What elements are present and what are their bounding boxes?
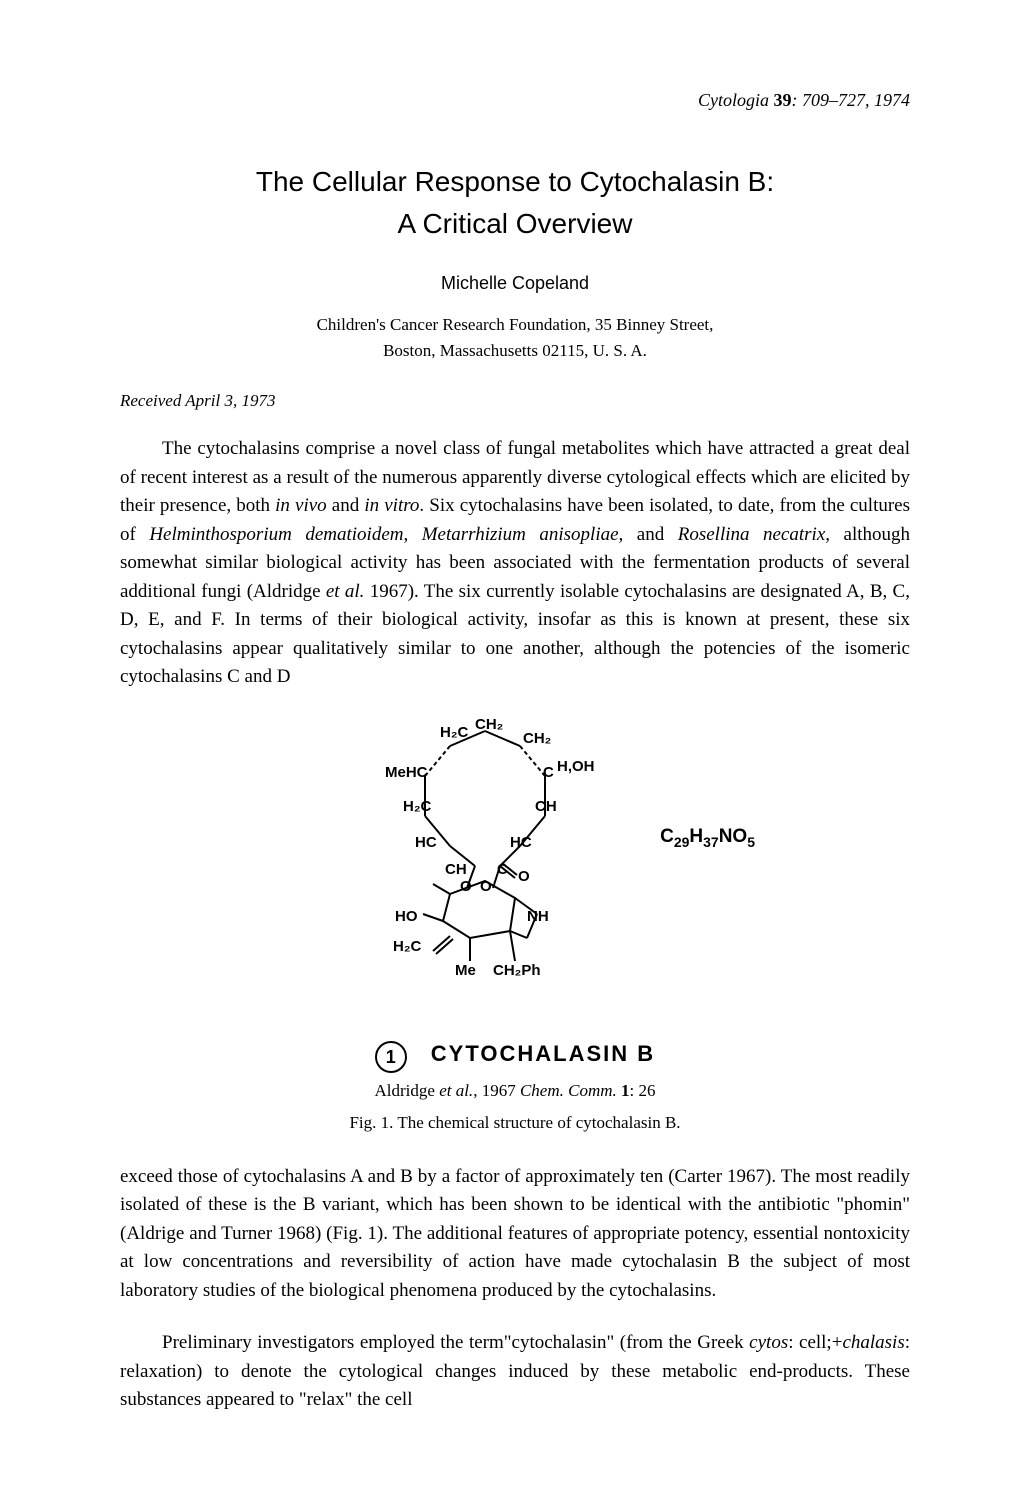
- struct-label-o-dbl: O: [518, 868, 530, 885]
- struct-label-h2c-bot: H₂C: [393, 938, 421, 955]
- paragraph-2: exceed those of cytochalasins A and B by…: [120, 1163, 910, 1306]
- compound-name-row: 1 CYTOCHALASIN B: [120, 1041, 910, 1073]
- journal-volume-pages: 39: [774, 90, 792, 110]
- struct-label-hc-left: HC: [415, 834, 437, 851]
- citation-vol: 1: [617, 1081, 630, 1100]
- struct-label-c: C: [543, 764, 554, 781]
- struct-label-ch-mid: CH: [445, 861, 467, 878]
- author-name: Michelle Copeland: [120, 273, 910, 294]
- figure-caption: Fig. 1. The chemical structure of cytoch…: [120, 1113, 910, 1133]
- title-line-1: The Cellular Response to Cytochalasin B:: [256, 166, 774, 197]
- figure-citation: Aldridge et al., 1967 Chem. Comm. 1: 26: [120, 1081, 910, 1101]
- struct-label-o-ring2: O: [480, 878, 492, 895]
- struct-label-ch: CH: [535, 798, 557, 815]
- struct-label-h2c-top: H₂C: [440, 724, 468, 741]
- struct-label-mehc: MeHC: [385, 764, 428, 781]
- struct-label-hc-right: HC: [510, 834, 532, 851]
- struct-label-hoh: H,OH: [557, 758, 595, 775]
- citation-mid: , 1967: [473, 1081, 520, 1100]
- paragraph-1: The cytochalasins comprise a novel class…: [120, 435, 910, 692]
- figure-1: H₂C CH₂ CH₂ MeHC C H,OH H₂C CH HC HC CH …: [120, 716, 910, 1133]
- struct-label-o-ring1: O: [460, 878, 472, 895]
- compound-name: CYTOCHALASIN B: [431, 1041, 655, 1066]
- compound-number-circle: 1: [375, 1041, 407, 1073]
- received-date: Received April 3, 1973: [120, 391, 910, 411]
- title-line-2: A Critical Overview: [398, 208, 633, 239]
- molecular-formula: C29H37NO5: [660, 826, 755, 850]
- struct-label-ch2-top2: CH₂: [523, 730, 551, 747]
- struct-label-ho: HO: [395, 908, 418, 925]
- struct-label-c-lact: C: [497, 861, 508, 878]
- journal-header: Cytologia 39: 709–727, 1974: [120, 90, 910, 111]
- struct-label-nh: NH: [527, 908, 549, 925]
- citation-prefix: Aldridge: [375, 1081, 440, 1100]
- citation-page: : 26: [630, 1081, 656, 1100]
- chemical-structure: H₂C CH₂ CH₂ MeHC C H,OH H₂C CH HC HC CH …: [275, 716, 755, 1036]
- journal-name: Cytologia: [698, 90, 769, 110]
- article-title: The Cellular Response to Cytochalasin B:…: [120, 161, 910, 245]
- affiliation: Children's Cancer Research Foundation, 3…: [120, 312, 910, 363]
- citation-etal: et al.: [439, 1081, 473, 1100]
- paragraph-3: Preliminary investigators employed the t…: [120, 1329, 910, 1415]
- struct-label-ch2ph: CH₂Ph: [493, 962, 541, 979]
- struct-label-me: Me: [455, 962, 476, 979]
- struct-label-ch2-top1: CH₂: [475, 716, 503, 733]
- journal-pages-year: : 709–727, 1974: [792, 90, 911, 110]
- citation-journal: Chem. Comm.: [520, 1081, 617, 1100]
- struct-label-h2c-left: H₂C: [403, 798, 431, 815]
- page: Cytologia 39: 709–727, 1974 The Cellular…: [0, 0, 1020, 1499]
